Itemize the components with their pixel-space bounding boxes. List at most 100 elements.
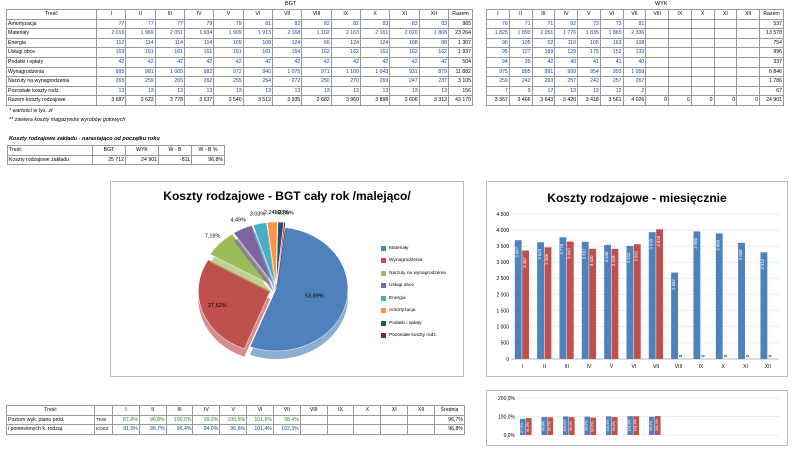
- table-cell[interactable]: 42: [389, 56, 420, 68]
- table-cell[interactable]: [736, 76, 760, 87]
- table-cell[interactable]: 991: [531, 66, 556, 78]
- table-cell[interactable]: [736, 85, 760, 97]
- table-cell[interactable]: [690, 37, 715, 49]
- table-cell[interactable]: 108: [242, 37, 273, 49]
- table-cell[interactable]: [713, 66, 738, 78]
- table-cell[interactable]: 13: [271, 85, 303, 97]
- table-cell[interactable]: 42: [531, 56, 556, 68]
- table-cell[interactable]: 154: [271, 47, 303, 58]
- table-cell[interactable]: 161: [125, 47, 156, 58]
- table-cell[interactable]: 999: [554, 66, 578, 78]
- bar[interactable]: [606, 416, 612, 435]
- table-cell[interactable]: [645, 85, 669, 97]
- table-cell[interactable]: 242: [508, 76, 533, 87]
- bar[interactable]: [655, 416, 661, 435]
- table-cell[interactable]: 269: [359, 76, 391, 87]
- table-cell[interactable]: 13: [359, 85, 391, 97]
- table-cell[interactable]: 114: [154, 37, 185, 49]
- table-cell[interactable]: 81: [242, 18, 273, 30]
- table-cell[interactable]: [645, 18, 669, 30]
- table-cell[interactable]: 263: [531, 76, 556, 87]
- table-cell[interactable]: 42: [330, 56, 361, 68]
- table-cell[interactable]: 162: [359, 47, 391, 58]
- table-cell[interactable]: 73: [577, 18, 601, 30]
- table-cell[interactable]: 265: [154, 76, 185, 87]
- table-cell[interactable]: 42: [242, 56, 273, 68]
- table-cell[interactable]: [713, 76, 738, 87]
- table-cell[interactable]: 108: [389, 37, 420, 49]
- table-cell[interactable]: [645, 56, 669, 68]
- table-cell[interactable]: 42: [183, 56, 215, 68]
- pie-slice[interactable]: [276, 221, 284, 285]
- bar[interactable]: [633, 244, 641, 359]
- table-cell[interactable]: 267: [622, 76, 647, 87]
- table-cell[interactable]: 971: [301, 66, 332, 78]
- table-cell[interactable]: 77: [95, 18, 127, 30]
- table-cell[interactable]: 13: [213, 85, 244, 97]
- table-cell[interactable]: [690, 28, 715, 39]
- table-cell[interactable]: 13: [389, 85, 420, 97]
- table-cell[interactable]: 40: [622, 56, 647, 68]
- bar[interactable]: [520, 418, 526, 435]
- table-cell[interactable]: 2 336: [622, 28, 647, 39]
- table-cell[interactable]: [690, 76, 715, 87]
- table-cell[interactable]: 265: [95, 76, 127, 87]
- table-cell[interactable]: 13: [125, 85, 156, 97]
- bar[interactable]: [581, 241, 589, 359]
- table-cell[interactable]: 83: [359, 18, 391, 30]
- table-cell[interactable]: 163: [599, 37, 624, 49]
- table-cell[interactable]: 13: [330, 85, 361, 97]
- table-cell[interactable]: 83: [389, 18, 420, 30]
- bar[interactable]: [584, 416, 591, 435]
- table-cell[interactable]: 112: [95, 37, 127, 49]
- table-cell[interactable]: 127: [508, 47, 533, 58]
- table-cell[interactable]: 162: [389, 47, 420, 58]
- table-cell[interactable]: [668, 66, 692, 78]
- bar[interactable]: [559, 237, 567, 359]
- table-cell[interactable]: 162: [418, 47, 450, 58]
- table-cell[interactable]: [690, 47, 715, 58]
- table-cell[interactable]: [736, 56, 760, 68]
- table-cell[interactable]: [668, 85, 692, 97]
- pie-slice[interactable]: [252, 222, 276, 285]
- table-cell[interactable]: [736, 47, 760, 58]
- table-cell[interactable]: 13: [301, 85, 332, 97]
- table-cell[interactable]: 1 075: [271, 66, 303, 78]
- table-cell[interactable]: 161: [213, 47, 244, 58]
- table-cell[interactable]: 42: [213, 56, 244, 68]
- table-cell[interactable]: 13: [577, 85, 601, 97]
- table-cell[interactable]: 124: [330, 37, 361, 49]
- bar[interactable]: [693, 231, 701, 359]
- table-cell[interactable]: 2 161: [359, 28, 391, 39]
- bar[interactable]: [760, 252, 768, 359]
- table-cell[interactable]: [645, 37, 669, 49]
- bar[interactable]: [611, 248, 619, 359]
- table-cell[interactable]: 255: [213, 76, 244, 87]
- table-cell[interactable]: 1 776: [554, 28, 578, 39]
- table-cell[interactable]: 42: [271, 56, 303, 68]
- table-cell[interactable]: 257: [554, 76, 578, 87]
- bar[interactable]: [626, 245, 634, 359]
- table-cell[interactable]: 83: [418, 18, 450, 30]
- table-cell[interactable]: 41: [577, 56, 601, 68]
- table-cell[interactable]: 247: [389, 76, 420, 87]
- table-cell[interactable]: 1 913: [242, 28, 273, 39]
- table-cell[interactable]: [645, 76, 669, 87]
- table-cell[interactable]: 42: [154, 56, 185, 68]
- table-cell[interactable]: 105: [577, 37, 601, 49]
- table-cell[interactable]: 972: [213, 66, 244, 78]
- bar[interactable]: [522, 250, 530, 359]
- table-cell[interactable]: [645, 28, 669, 39]
- table-cell[interactable]: 13: [418, 85, 450, 97]
- table-cell[interactable]: 175: [577, 47, 601, 58]
- table-cell[interactable]: 982: [183, 66, 215, 78]
- table-cell[interactable]: 7: [486, 85, 510, 97]
- table-cell[interactable]: [736, 28, 760, 39]
- table-cell[interactable]: 1 005: [154, 66, 185, 78]
- table-cell[interactable]: 1 909: [213, 28, 244, 39]
- table-cell[interactable]: 1 865: [599, 28, 624, 39]
- table-cell[interactable]: 975: [486, 66, 510, 78]
- table-cell[interactable]: 152: [599, 47, 624, 58]
- table-cell[interactable]: 993: [599, 66, 624, 78]
- table-cell[interactable]: 77: [154, 18, 185, 30]
